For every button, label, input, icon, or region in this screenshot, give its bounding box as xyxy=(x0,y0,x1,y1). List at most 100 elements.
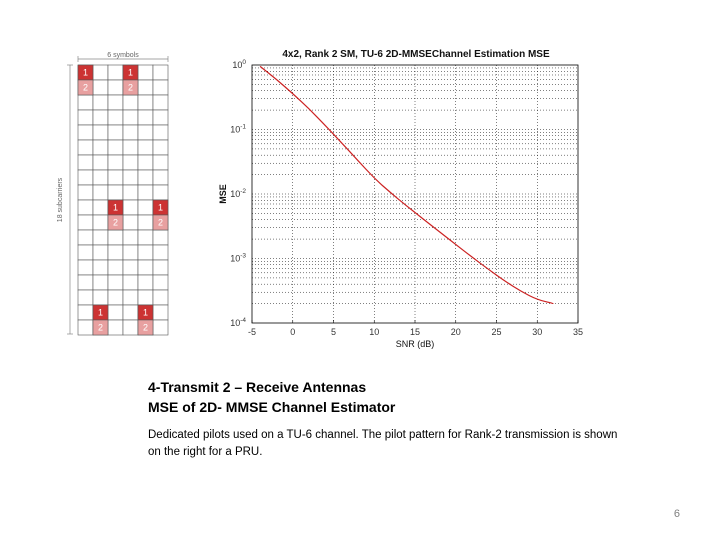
x-tick-label: 10 xyxy=(369,327,379,337)
grid-cell xyxy=(77,154,94,171)
pilot-cell-label: 1 xyxy=(143,308,148,318)
y-tick-label: 10-2 xyxy=(230,188,246,199)
grid-cell xyxy=(152,184,169,201)
grid-cell xyxy=(92,199,109,216)
grid-cell xyxy=(137,154,154,171)
grid-cell xyxy=(107,289,124,306)
y-tick-label: 100 xyxy=(232,59,246,70)
chart-title: 4x2, Rank 2 SM, TU-6 2D-MMSEChannel Esti… xyxy=(282,49,550,60)
pilot-cell-antenna-2 xyxy=(107,214,124,231)
grid-cell xyxy=(92,244,109,261)
grid-cell xyxy=(137,64,154,81)
x-tick-label: 35 xyxy=(573,327,583,337)
grid-cell xyxy=(152,124,169,141)
pilot-cell-antenna-2 xyxy=(77,79,94,96)
grid-cell xyxy=(122,139,139,156)
grid-cell xyxy=(152,64,169,81)
pilot-cell-label: 2 xyxy=(158,218,163,228)
grid-cell xyxy=(152,274,169,291)
grid-cell xyxy=(107,109,124,126)
grid-cell xyxy=(152,289,169,306)
grid-cell xyxy=(92,289,109,306)
grid-cell xyxy=(152,319,169,336)
grid-top-label: 6 symbols xyxy=(107,52,139,59)
y-tick-label: 10-3 xyxy=(230,253,246,264)
grid-cell xyxy=(77,304,94,321)
grid-cell xyxy=(77,244,94,261)
y-axis-ticks: 100 10-1 10-2 10-3 10-4 xyxy=(230,59,246,328)
grid-cell xyxy=(122,259,139,276)
mse-series-line xyxy=(259,65,555,305)
grid-cell xyxy=(137,169,154,186)
grid-cell xyxy=(152,139,169,156)
grid-cell xyxy=(77,94,94,111)
grid-cell xyxy=(107,229,124,246)
grid-cell xyxy=(77,259,94,276)
pilot-cell-label: 2 xyxy=(83,83,88,93)
grid-cell xyxy=(92,79,109,96)
grid-cell xyxy=(137,94,154,111)
grid-cell xyxy=(152,304,169,321)
y-tick-label: 10-4 xyxy=(230,317,246,328)
grid-cell xyxy=(137,259,154,276)
caption-title-line-2: MSE of 2D- MMSE Channel Estimator xyxy=(148,399,396,415)
x-tick-label: 30 xyxy=(532,327,542,337)
pilot-cell-antenna-2 xyxy=(92,319,109,336)
grid-cell xyxy=(107,94,124,111)
pilot-cell-label: 1 xyxy=(128,68,133,78)
grid-cell xyxy=(77,289,94,306)
grid-cells: 1 1 2 2 1 1 2 2 1 1 2 2 xyxy=(77,64,169,336)
grid-cell xyxy=(122,124,139,141)
grid-cell xyxy=(137,274,154,291)
grid-cell xyxy=(122,214,139,231)
grid-cell xyxy=(122,109,139,126)
grid-cell xyxy=(122,184,139,201)
pilot-cell-label: 1 xyxy=(98,308,103,318)
grid-cell xyxy=(92,109,109,126)
grid-cell xyxy=(137,184,154,201)
grid-cell xyxy=(107,64,124,81)
pilot-cell-antenna-2 xyxy=(137,319,154,336)
x-axis-label: SNR (dB) xyxy=(396,339,435,349)
grid-cell xyxy=(92,184,109,201)
grid-cell xyxy=(107,244,124,261)
grid-cell xyxy=(152,94,169,111)
grid-cell xyxy=(152,169,169,186)
y-tick-label: 10-1 xyxy=(230,124,246,135)
x-tick-label: 20 xyxy=(451,327,461,337)
grid-cell xyxy=(152,109,169,126)
grid-cell xyxy=(122,94,139,111)
pilot-cell-label: 1 xyxy=(158,203,163,213)
pilot-cell-label: 1 xyxy=(83,68,88,78)
grid-cell xyxy=(137,139,154,156)
grid-cell xyxy=(152,259,169,276)
chart-gridlines xyxy=(252,65,578,323)
caption-body: Dedicated pilots used on a TU-6 channel.… xyxy=(148,429,618,458)
grid-cell xyxy=(137,229,154,246)
grid-cell xyxy=(152,244,169,261)
page-number: 6 xyxy=(673,508,680,520)
pilot-cell-label: 1 xyxy=(113,203,118,213)
pilot-pattern-grid: 6 symbols 18 subcarriers 1 1 2 2 1 1 2 2 1 1 2 2 xyxy=(57,52,169,336)
grid-cell xyxy=(92,274,109,291)
grid-cell xyxy=(77,319,94,336)
grid-cell xyxy=(152,79,169,96)
grid-cell xyxy=(137,214,154,231)
y-axis-label: MSE xyxy=(218,184,228,204)
grid-cell xyxy=(152,229,169,246)
grid-cell xyxy=(122,274,139,291)
grid-cell xyxy=(92,124,109,141)
grid-cell xyxy=(92,94,109,111)
grid-cell xyxy=(77,184,94,201)
grid-cell xyxy=(122,319,139,336)
pilot-cell-label: 2 xyxy=(128,83,133,93)
caption-title-line-1: 4-Transmit 2 – Receive Antennas xyxy=(148,379,367,395)
grid-cell xyxy=(107,124,124,141)
grid-cell xyxy=(92,169,109,186)
grid-cell xyxy=(107,79,124,96)
grid-cell xyxy=(122,289,139,306)
grid-cell xyxy=(92,214,109,231)
grid-cell xyxy=(107,259,124,276)
grid-cell xyxy=(122,244,139,261)
